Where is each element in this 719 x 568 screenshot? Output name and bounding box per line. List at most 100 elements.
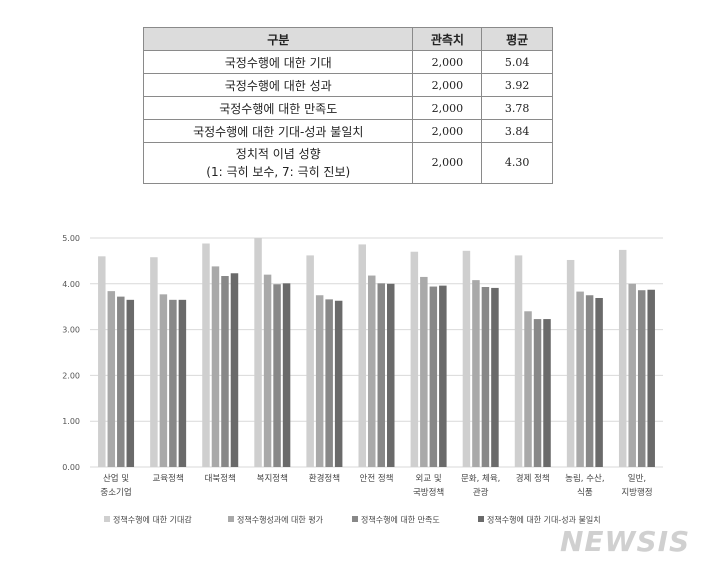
bar bbox=[618, 249, 627, 467]
legend-swatch bbox=[228, 516, 234, 522]
bar bbox=[107, 291, 116, 467]
bar bbox=[576, 291, 584, 467]
x-tick-label: 안전 정책 bbox=[360, 473, 394, 484]
bar bbox=[325, 299, 333, 467]
row-observations: 2,000 bbox=[412, 119, 483, 143]
bar bbox=[410, 251, 419, 467]
x-tick-label: 일반, bbox=[628, 473, 646, 484]
bar bbox=[481, 287, 490, 467]
bar bbox=[169, 299, 177, 467]
x-tick-label: 중소기업 bbox=[100, 488, 131, 498]
row-average: 3.84 bbox=[481, 119, 553, 143]
bar bbox=[306, 255, 314, 467]
bar bbox=[377, 283, 385, 467]
row-average: 5.04 bbox=[481, 50, 553, 74]
bar bbox=[159, 294, 168, 467]
x-tick-label: 지방행정 bbox=[621, 487, 652, 498]
row-observations: 2,000 bbox=[412, 50, 483, 74]
bar bbox=[273, 284, 281, 467]
bar bbox=[368, 275, 376, 467]
bar bbox=[637, 290, 646, 467]
bar bbox=[211, 266, 220, 467]
row-observations: 2,000 bbox=[412, 73, 483, 97]
table-header-row: 구분 관측치 평균 bbox=[142, 27, 553, 51]
bar bbox=[334, 300, 343, 467]
row-average: 3.78 bbox=[481, 96, 553, 120]
row-label: 국정수행에 대한 만족도 bbox=[142, 96, 414, 120]
bar bbox=[472, 280, 480, 467]
bar bbox=[420, 276, 428, 467]
bar bbox=[585, 295, 594, 467]
row-label: 국정수행에 대한 성과 bbox=[142, 73, 414, 97]
y-tick-label: 4.00 bbox=[62, 280, 80, 289]
bar bbox=[524, 311, 532, 467]
legend-label: 정책수행에 대한 기대감 bbox=[113, 515, 192, 525]
bar bbox=[150, 257, 158, 467]
bar bbox=[429, 286, 438, 467]
bar bbox=[533, 319, 542, 467]
y-tick-label: 5.00 bbox=[62, 234, 80, 243]
x-tick-label: 문화, 체육, bbox=[461, 473, 500, 484]
bar bbox=[202, 243, 210, 467]
y-tick-label: 1.00 bbox=[62, 417, 80, 426]
x-tick-label: 식품 bbox=[577, 488, 593, 498]
table-row: 국정수행에 대한 만족도 2,000 3.78 bbox=[142, 96, 553, 120]
table-row: 국정수행에 대한 기대 2,000 5.04 bbox=[142, 50, 553, 74]
x-tick-label: 환경정책 bbox=[309, 473, 340, 484]
bar bbox=[315, 295, 324, 467]
row-label-line1: 정치적 이념 성향 bbox=[235, 147, 321, 161]
row-observations: 2,000 bbox=[412, 96, 483, 120]
bar bbox=[543, 319, 551, 467]
x-tick-label: 외교 및 bbox=[416, 473, 442, 484]
x-tick-label: 대북정책 bbox=[205, 473, 236, 484]
x-tick-label: 경제 정책 bbox=[516, 473, 550, 484]
row-label: 국정수행에 대한 기대-성과 불일치 bbox=[142, 119, 414, 143]
table-row: 국정수행에 대한 기대-성과 불일치 2,000 3.84 bbox=[142, 119, 553, 143]
row-label-line2: (1: 극히 보수, 7: 극히 진보) bbox=[206, 165, 351, 179]
x-tick-label: 복지정책 bbox=[257, 473, 288, 484]
bar bbox=[178, 299, 187, 467]
y-tick-label: 2.00 bbox=[62, 371, 80, 380]
summary-table: 구분 관측치 평균 국정수행에 대한 기대 2,000 5.04 국정수행에 대… bbox=[142, 27, 553, 184]
x-tick-label: 관광 bbox=[473, 487, 489, 498]
header-average: 평균 bbox=[481, 27, 553, 51]
row-observations: 2,000 bbox=[412, 142, 483, 184]
bar bbox=[126, 299, 135, 467]
bar bbox=[566, 259, 575, 467]
bar bbox=[230, 273, 239, 467]
newsis-watermark: NEWSIS bbox=[560, 525, 691, 558]
legend-label: 정책수행에 대한 기대-성과 불일치 bbox=[487, 515, 601, 525]
bar bbox=[514, 255, 523, 467]
bar bbox=[254, 238, 262, 467]
bar bbox=[462, 250, 471, 467]
bar bbox=[387, 283, 395, 467]
y-tick-label: 3.00 bbox=[62, 326, 80, 335]
x-tick-label: 국방정책 bbox=[413, 487, 444, 498]
bar bbox=[595, 297, 603, 467]
row-average: 3.92 bbox=[481, 73, 553, 97]
x-tick-label: 교육정책 bbox=[152, 473, 183, 484]
row-label: 정치적 이념 성향 (1: 극히 보수, 7: 극히 진보) bbox=[142, 142, 414, 184]
bar bbox=[263, 274, 272, 467]
bar bbox=[491, 287, 499, 467]
x-tick-label: 산업 및 bbox=[103, 473, 129, 484]
bar bbox=[628, 283, 636, 467]
table-row: 정치적 이념 성향 (1: 극히 보수, 7: 극히 진보) 2,000 4.3… bbox=[142, 142, 553, 184]
legend-swatch bbox=[352, 516, 358, 522]
bar bbox=[358, 244, 366, 467]
bar bbox=[439, 285, 447, 467]
row-average: 4.30 bbox=[481, 142, 553, 184]
header-category: 구분 bbox=[142, 27, 414, 51]
row-label: 국정수행에 대한 기대 bbox=[142, 50, 414, 74]
x-tick-label: 농림, 수산, bbox=[565, 473, 604, 484]
bar bbox=[117, 296, 125, 467]
legend-swatch bbox=[478, 516, 484, 522]
bar bbox=[221, 276, 229, 467]
legend-label: 정책수행에 대한 만족도 bbox=[361, 515, 440, 525]
bar bbox=[647, 289, 655, 467]
y-tick-label: 0.00 bbox=[62, 463, 80, 472]
legend-label: 정책수행성과에 대한 평가 bbox=[237, 515, 324, 525]
legend-swatch bbox=[104, 516, 110, 522]
header-observations: 관측치 bbox=[412, 27, 483, 51]
